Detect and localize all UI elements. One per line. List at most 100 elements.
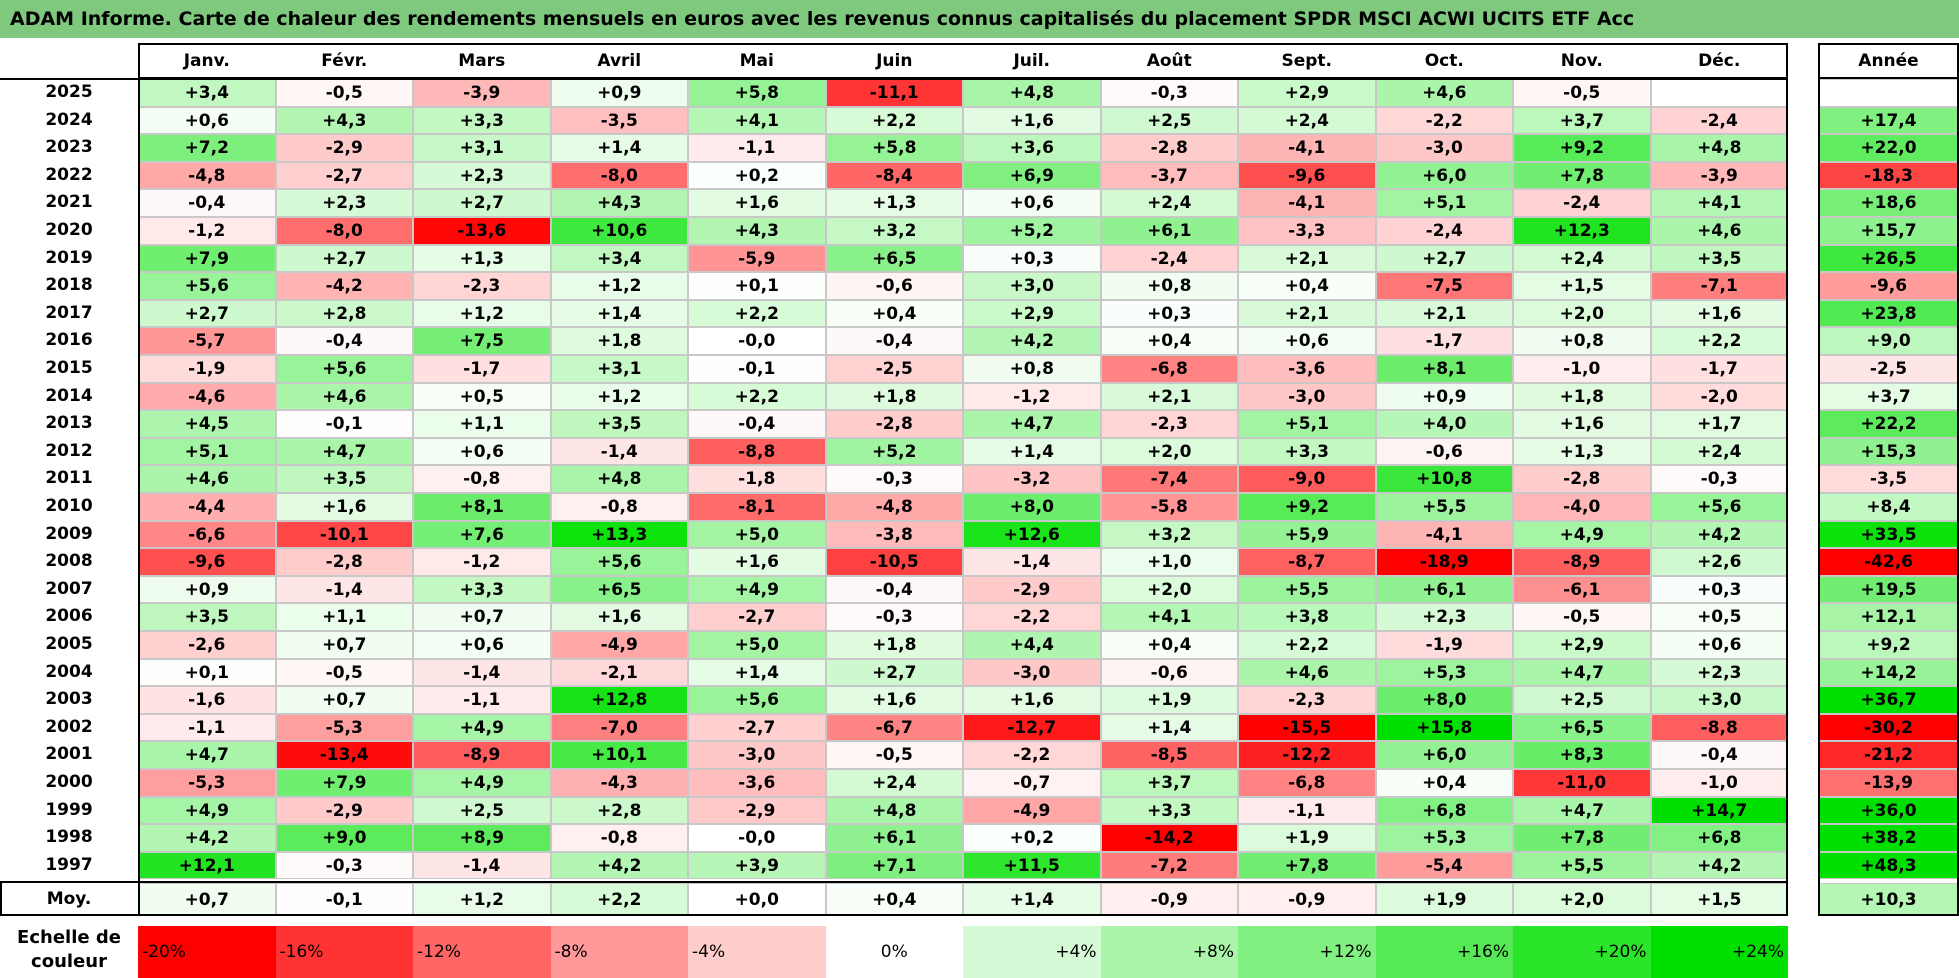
heat-cell: +1,6	[825, 686, 963, 714]
heat-cell: +2,3	[1650, 658, 1788, 687]
heat-cell: +3,2	[825, 217, 963, 245]
average-cell: +0,4	[825, 883, 963, 917]
heat-cell: +9,2	[1513, 134, 1651, 162]
heat-cell: -2,1	[550, 658, 688, 687]
heat-cell: -4,6	[138, 382, 276, 411]
heat-cell	[1650, 79, 1788, 107]
heat-cell: -1,0	[1650, 769, 1788, 797]
annual-header: Année	[1818, 43, 1959, 79]
heat-cell: -4,8	[138, 161, 276, 190]
annual-cell: +9,2	[1818, 631, 1959, 659]
heat-cell: +10,8	[1375, 465, 1513, 493]
heat-cell: -8,8	[688, 437, 826, 466]
heat-cell: +5,3	[1375, 658, 1513, 687]
heat-cell: +5,6	[550, 548, 688, 576]
heat-cell: -2,3	[1238, 686, 1376, 714]
heat-cell: -5,7	[138, 327, 276, 355]
heat-cell: +1,3	[1513, 437, 1651, 466]
heat-cell: +6,9	[963, 161, 1101, 190]
heat-cell: -8,4	[825, 161, 963, 190]
heat-cell: +2,4	[825, 769, 963, 797]
heat-cell: +2,3	[413, 161, 551, 190]
heat-cell: -8,1	[688, 493, 826, 521]
heat-cell: +2,7	[413, 189, 551, 217]
heat-cell: -1,7	[413, 355, 551, 383]
heat-cell: +2,0	[1513, 299, 1651, 328]
heat-cell: -1,4	[275, 575, 413, 604]
heat-cell: +2,8	[550, 796, 688, 825]
heat-cell: +4,7	[275, 437, 413, 466]
annual-cell: +23,8	[1818, 299, 1959, 328]
heat-cell: -4,1	[1375, 520, 1513, 549]
average-cell: +0,0	[688, 883, 826, 917]
heat-cell: +1,6	[1513, 410, 1651, 438]
heat-cell: +4,7	[963, 410, 1101, 438]
average-cell: +1,4	[963, 883, 1101, 917]
heat-cell: +4,9	[413, 769, 551, 797]
heat-cell: -1,7	[1650, 355, 1788, 383]
month-header: Août	[1100, 43, 1238, 79]
heat-cell: +4,8	[963, 79, 1101, 107]
color-scale-stop: +4%	[963, 926, 1101, 978]
heat-cell: -11,0	[1513, 769, 1651, 797]
annual-cell: +15,3	[1818, 437, 1959, 466]
annual-cell: -42,6	[1818, 548, 1959, 576]
header-divider	[0, 78, 1788, 80]
heat-cell: +8,9	[413, 824, 551, 852]
year-label: 2014	[0, 382, 138, 411]
heat-cell: +1,6	[688, 548, 826, 576]
heat-cell: +2,4	[1650, 437, 1788, 466]
heat-cell: +10,1	[550, 741, 688, 769]
heat-cell: +1,4	[550, 299, 688, 328]
year-label: 1999	[0, 796, 138, 825]
heat-cell: +3,4	[550, 244, 688, 273]
heat-cell: +6,5	[1513, 713, 1651, 742]
heat-cell: -0,8	[550, 824, 688, 852]
year-label: 2005	[0, 631, 138, 659]
heat-cell: -1,1	[1238, 796, 1376, 825]
heat-cell: +10,6	[550, 217, 688, 245]
color-scale-stop: +20%	[1513, 926, 1651, 978]
heat-cell: +4,9	[688, 575, 826, 604]
heat-cell: -1,2	[963, 382, 1101, 411]
heat-cell: -0,3	[1100, 79, 1238, 107]
heat-cell: -1,2	[413, 548, 551, 576]
heat-cell: -1,4	[963, 548, 1101, 576]
heat-cell: -0,4	[1650, 741, 1788, 769]
heat-cell: -0,6	[825, 272, 963, 300]
heat-cell: +2,2	[688, 382, 826, 411]
heat-cell: +2,1	[1100, 382, 1238, 411]
heat-cell: +1,6	[963, 106, 1101, 135]
annual-cell: +36,0	[1818, 796, 1959, 825]
heat-cell: +2,0	[1100, 575, 1238, 604]
heat-cell: +3,3	[413, 575, 551, 604]
heat-cell: +4,3	[550, 189, 688, 217]
annual-cell: -21,2	[1818, 741, 1959, 769]
heat-cell: +1,6	[688, 189, 826, 217]
chart-title: ADAM Informe. Carte de chaleur des rende…	[0, 0, 1959, 38]
heat-cell: -3,9	[413, 79, 551, 107]
heat-cell: +2,0	[1100, 437, 1238, 466]
color-scale-stop: 0%	[825, 926, 963, 978]
heat-cell: +7,8	[1513, 824, 1651, 852]
heat-cell: +12,6	[963, 520, 1101, 549]
heat-cell: +6,8	[1375, 796, 1513, 825]
heat-cell: -0,5	[275, 79, 413, 107]
heat-cell: +3,7	[1100, 769, 1238, 797]
heat-cell: +3,8	[1238, 603, 1376, 631]
heat-cell: -7,0	[550, 713, 688, 742]
heat-cell: +2,9	[963, 299, 1101, 328]
heat-cell: +4,8	[1650, 134, 1788, 162]
heat-cell: -0,5	[1513, 79, 1651, 107]
heat-cell: -0,3	[825, 603, 963, 631]
heat-cell: -1,1	[138, 713, 276, 742]
heat-cell: -2,7	[275, 161, 413, 190]
heat-cell: +1,3	[413, 244, 551, 273]
heat-cell: +4,8	[825, 796, 963, 825]
heat-cell: +0,7	[413, 603, 551, 631]
heat-cell: +5,2	[963, 217, 1101, 245]
heat-cell: +5,1	[1238, 410, 1376, 438]
heat-cell: -3,6	[688, 769, 826, 797]
heat-cell: +6,5	[825, 244, 963, 273]
heat-cell: -2,4	[1513, 189, 1651, 217]
